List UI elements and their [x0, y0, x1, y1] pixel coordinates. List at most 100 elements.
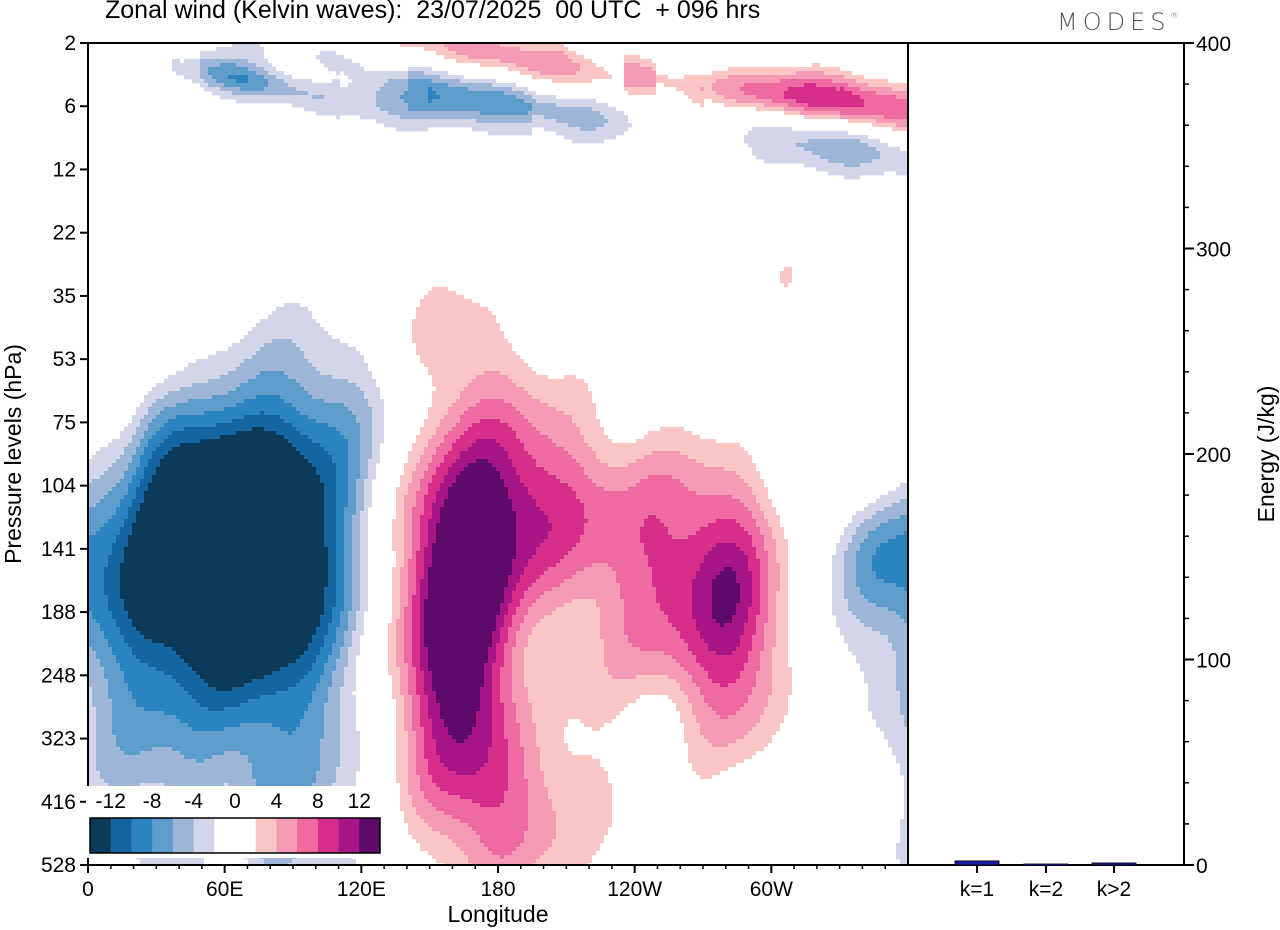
heatmap-cell — [364, 487, 372, 492]
heatmap-cell — [520, 439, 552, 444]
heatmap-cell — [572, 599, 596, 604]
heatmap-cell — [896, 535, 908, 540]
heatmap-cell — [536, 623, 600, 628]
heatmap-cell — [404, 463, 416, 468]
heatmap-cell — [360, 547, 368, 552]
heatmap-cell — [896, 487, 908, 492]
heatmap-cell — [396, 347, 416, 352]
heatmap-cell — [344, 519, 352, 524]
heatmap-cell — [716, 543, 736, 548]
heatmap-cell — [344, 639, 352, 644]
heatmap-cell — [428, 439, 444, 444]
heatmap-cell — [528, 799, 552, 804]
heatmap-cell — [584, 567, 612, 572]
heatmap-cell — [408, 563, 416, 568]
heatmap-cell — [276, 307, 308, 312]
heatmap-cell — [556, 103, 608, 108]
heatmap-cell — [208, 83, 224, 88]
heatmap-cell — [652, 67, 656, 72]
heatmap-cell — [324, 499, 336, 504]
heatmap-cell — [860, 587, 904, 592]
heatmap-cell — [440, 75, 464, 80]
heatmap-cell — [492, 691, 500, 696]
heatmap-cell — [764, 511, 776, 516]
heatmap-cell — [88, 603, 108, 608]
heatmap-cell — [224, 751, 240, 756]
heatmap-cell — [252, 327, 324, 332]
heatmap-cell — [752, 487, 768, 492]
heatmap-cell — [384, 507, 396, 512]
heatmap-cell — [252, 767, 320, 772]
heatmap-cell — [584, 503, 744, 508]
heatmap-cell — [876, 511, 908, 516]
heatmap-cell — [176, 403, 236, 408]
heatmap-cell — [172, 647, 308, 652]
heatmap-cell — [764, 643, 776, 648]
heatmap-cell — [468, 55, 568, 60]
heatmap-cell — [376, 119, 476, 124]
heatmap-cell — [296, 447, 324, 452]
heatmap-cell — [392, 531, 404, 536]
heatmap-cell — [200, 75, 212, 80]
heatmap-cell — [712, 775, 776, 780]
heatmap-cell — [328, 551, 336, 556]
heatmap-cell — [352, 639, 360, 644]
heatmap-cell — [500, 695, 512, 700]
heatmap-cell — [128, 615, 320, 620]
heatmap-cell — [396, 503, 404, 508]
heatmap-cell — [320, 759, 340, 764]
heatmap-cell — [456, 739, 464, 744]
heatmap-cell — [640, 527, 668, 532]
heatmap-cell — [356, 479, 364, 484]
heatmap-cell — [416, 343, 512, 348]
heatmap-cell — [396, 127, 428, 132]
heatmap-cell — [788, 547, 804, 552]
heatmap-cell — [368, 475, 376, 480]
heatmap-cell — [436, 695, 480, 700]
heatmap-cell — [716, 519, 736, 524]
heatmap-cell — [472, 423, 508, 428]
heatmap-cell — [740, 707, 764, 712]
heatmap-cell — [88, 567, 104, 572]
heatmap-cell — [572, 59, 592, 64]
heatmap-cell — [904, 803, 908, 808]
heatmap-cell — [88, 503, 96, 508]
heatmap-cell — [760, 651, 772, 656]
heatmap-cell — [148, 483, 324, 488]
heatmap-cell — [664, 823, 696, 828]
heatmap-cell — [532, 711, 620, 716]
heatmap-cell — [604, 655, 672, 660]
heatmap-cell — [508, 747, 524, 752]
heatmap-cell — [608, 671, 688, 676]
heatmap-cell — [452, 839, 480, 844]
heatmap-cell — [416, 563, 424, 568]
heatmap-cell — [288, 83, 340, 88]
heatmap-cell — [428, 823, 468, 828]
heatmap-cell — [524, 763, 540, 768]
heatmap-cell — [316, 631, 328, 636]
heatmap-cell — [424, 739, 436, 744]
heatmap-cell — [508, 67, 528, 72]
heatmap-cell — [388, 723, 396, 728]
heatmap-cell — [748, 275, 780, 280]
heatmap-cell — [412, 443, 428, 448]
heatmap-cell — [704, 695, 748, 700]
heatmap-cell — [832, 79, 856, 84]
heatmap-cell — [384, 515, 396, 520]
heatmap-cell — [664, 83, 712, 88]
heatmap-cell — [488, 755, 508, 760]
heatmap-cell — [164, 643, 308, 648]
heatmap-cell — [844, 579, 856, 584]
heatmap-cell — [536, 499, 580, 504]
heatmap-cell — [324, 707, 340, 712]
heatmap-cell — [124, 547, 328, 552]
heatmap-cell — [104, 675, 124, 680]
heatmap-cell — [516, 643, 528, 648]
heatmap-cell — [344, 567, 352, 572]
heatmap-cell — [372, 411, 384, 416]
heatmap-cell — [860, 87, 892, 92]
heatmap-cell — [400, 599, 408, 604]
heatmap-cell — [128, 515, 136, 520]
heatmap-cell — [352, 535, 360, 540]
heatmap-cell — [556, 827, 608, 832]
